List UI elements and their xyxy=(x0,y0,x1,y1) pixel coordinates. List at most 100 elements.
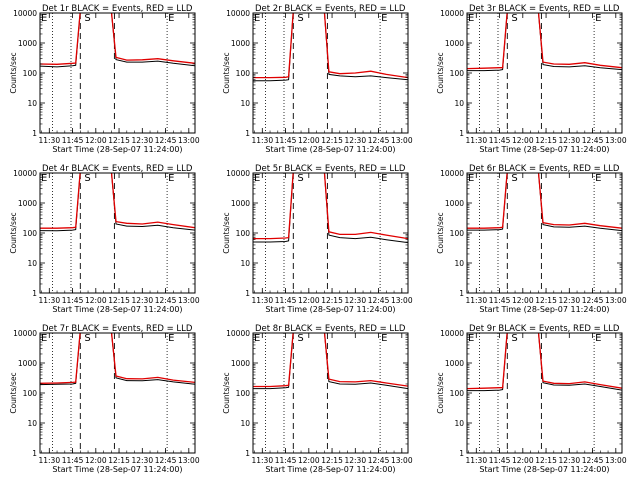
x-tick-label: 12:00 xyxy=(298,136,320,145)
x-tick-label: 11:30 xyxy=(38,296,60,305)
y-tick-label: 1 xyxy=(245,129,250,138)
series-events xyxy=(253,333,408,390)
y-tick-label: 10000 xyxy=(13,9,37,18)
marker-label: E xyxy=(41,333,47,344)
y-tick-label: 10 xyxy=(240,99,250,108)
marker-label: E xyxy=(595,333,601,344)
y-tick-label: 10 xyxy=(27,419,37,428)
x-axis-label: Start Time (28-Sep-07 11:24:00) xyxy=(479,305,609,314)
y-tick-label: 1000 xyxy=(18,199,37,208)
panel-title: Det 8r BLACK = Events, RED = LLD xyxy=(255,324,406,334)
y-axis-label: Counts/sec xyxy=(222,52,231,93)
x-tick-label: 12:30 xyxy=(131,456,153,465)
panel-title: Det 6r BLACK = Events, RED = LLD xyxy=(469,164,620,174)
x-tick-label: 11:45 xyxy=(275,136,297,145)
x-tick-label: 11:45 xyxy=(62,296,84,305)
x-tick-label: 13:00 xyxy=(605,456,627,465)
series-lld xyxy=(253,173,408,240)
plot-frame xyxy=(466,332,623,454)
series-lld xyxy=(253,333,408,388)
marker-label: E xyxy=(468,173,474,184)
x-tick-label: 11:45 xyxy=(489,136,511,145)
series-events xyxy=(467,173,622,232)
x-tick-label: 11:45 xyxy=(489,456,511,465)
series-events xyxy=(40,173,195,232)
marker-label: S xyxy=(297,173,303,184)
panel-title: Det 1r BLACK = Events, RED = LLD xyxy=(42,4,193,14)
y-tick-label: 10000 xyxy=(13,169,37,178)
x-tick-label: 12:15 xyxy=(321,456,343,465)
x-tick-label: 12:00 xyxy=(85,296,107,305)
y-tick-label: 10000 xyxy=(13,329,37,338)
x-tick-label: 11:30 xyxy=(251,136,273,145)
x-tick-label: 11:45 xyxy=(489,296,511,305)
x-axis-label: Start Time (28-Sep-07 11:24:00) xyxy=(265,305,395,314)
series-lld xyxy=(253,13,408,79)
marker-label: E xyxy=(595,173,601,184)
y-tick-label: 100 xyxy=(450,389,465,398)
marker-label: S xyxy=(84,333,90,344)
y-tick-label: 10000 xyxy=(440,329,464,338)
y-axis-label: Counts/sec xyxy=(222,212,231,253)
y-tick-label: 1000 xyxy=(231,199,250,208)
series-lld xyxy=(40,13,195,65)
x-axis-label: Start Time (28-Sep-07 11:24:00) xyxy=(479,145,609,154)
x-tick-label: 12:15 xyxy=(535,296,557,305)
y-tick-label: 10000 xyxy=(226,9,250,18)
x-tick-label: 11:30 xyxy=(38,136,60,145)
y-tick-label: 10000 xyxy=(440,9,464,18)
y-axis-label: Counts/sec xyxy=(9,372,18,413)
plot-frame xyxy=(252,12,409,134)
marker-label: S xyxy=(511,333,517,344)
x-tick-label: 12:00 xyxy=(512,296,534,305)
x-tick-label: 12:15 xyxy=(535,136,557,145)
panel-title: Det 4r BLACK = Events, RED = LLD xyxy=(42,164,193,174)
x-tick-label: 13:00 xyxy=(391,136,413,145)
x-tick-label: 11:30 xyxy=(465,456,487,465)
marker-label: E xyxy=(41,173,47,184)
x-tick-label: 12:15 xyxy=(535,456,557,465)
x-tick-label: 12:00 xyxy=(298,456,320,465)
x-tick-label: 11:30 xyxy=(38,456,60,465)
x-tick-label: 12:45 xyxy=(582,136,604,145)
marker-label: S xyxy=(84,173,90,184)
y-tick-label: 1 xyxy=(459,449,464,458)
marker-label: S xyxy=(297,333,303,344)
x-tick-label: 12:00 xyxy=(512,456,534,465)
series-events xyxy=(467,13,622,72)
x-axis-label: Start Time (28-Sep-07 11:24:00) xyxy=(52,465,182,474)
x-tick-label: 12:15 xyxy=(108,456,130,465)
plot-frame xyxy=(252,172,409,294)
x-tick-label: 12:45 xyxy=(368,456,390,465)
y-tick-label: 1000 xyxy=(18,39,37,48)
x-tick-label: 12:45 xyxy=(155,136,177,145)
x-tick-label: 12:45 xyxy=(368,296,390,305)
x-tick-label: 11:45 xyxy=(62,456,84,465)
y-tick-label: 1000 xyxy=(18,359,37,368)
x-tick-label: 13:00 xyxy=(391,296,413,305)
x-tick-label: 12:00 xyxy=(85,456,107,465)
y-tick-label: 10000 xyxy=(226,169,250,178)
y-tick-label: 100 xyxy=(236,389,251,398)
x-tick-label: 11:45 xyxy=(62,136,84,145)
x-tick-label: 13:00 xyxy=(178,136,200,145)
x-tick-label: 12:30 xyxy=(558,136,580,145)
x-tick-label: 11:30 xyxy=(251,296,273,305)
y-tick-label: 100 xyxy=(23,69,38,78)
y-axis-label: Counts/sec xyxy=(222,372,231,413)
y-tick-label: 1000 xyxy=(445,39,464,48)
x-tick-label: 12:15 xyxy=(108,136,130,145)
marker-label: E xyxy=(168,13,174,24)
marker-label: E xyxy=(381,13,387,24)
y-tick-label: 10000 xyxy=(440,169,464,178)
x-tick-label: 11:30 xyxy=(465,136,487,145)
x-tick-label: 13:00 xyxy=(178,456,200,465)
x-tick-label: 12:45 xyxy=(155,456,177,465)
y-tick-label: 100 xyxy=(23,229,38,238)
x-tick-label: 12:30 xyxy=(344,136,366,145)
y-tick-label: 10 xyxy=(27,259,37,268)
